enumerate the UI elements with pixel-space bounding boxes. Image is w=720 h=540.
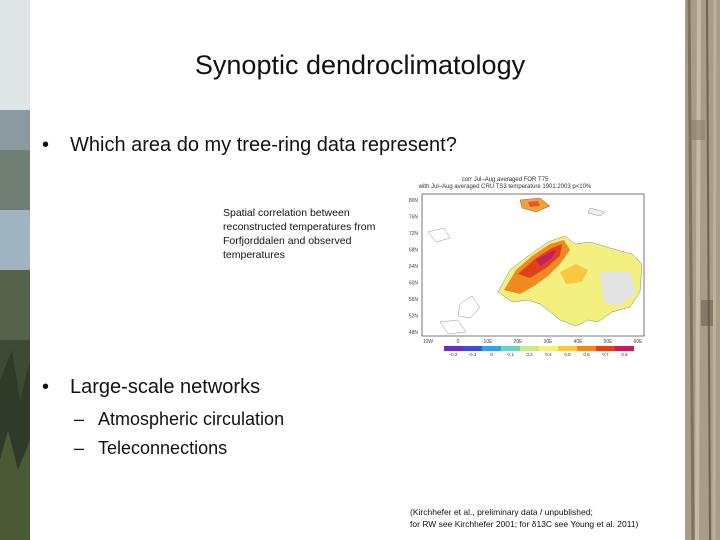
map-longitude-label: 30E — [544, 339, 554, 345]
colorbar-label: -0.2 — [450, 352, 458, 356]
bullet-tree-ring-area: • Which area do my tree-ring data repres… — [42, 134, 562, 160]
sub-bullet-text: Atmospheric circulation — [98, 409, 285, 429]
map-longitude-label: 20E — [514, 339, 524, 345]
references-note: (Kirchhefer et al., preliminary data / u… — [410, 506, 700, 530]
sub-bullet-marker: – — [74, 409, 85, 429]
slide-title: Synoptic dendroclimatology — [194, 50, 526, 80]
colorbar-label: 0.4 — [545, 352, 552, 356]
bullet-large-scale-networks: • Large-scale networks — [42, 376, 342, 402]
colorbar-label: 0.2 — [526, 352, 533, 356]
map-latitude-label: 64N — [409, 264, 419, 270]
colorbar-swatch — [520, 346, 539, 351]
colorbar-swatch — [501, 346, 520, 351]
map-latitude-label: 56N — [409, 297, 419, 303]
references-line-1: (Kirchhefer et al., preliminary data / u… — [410, 507, 593, 517]
sub-bullet-atmospheric-circulation: – Atmospheric circulation — [74, 409, 334, 433]
map-latitude-label: 60N — [409, 281, 419, 287]
colorbar-swatch — [482, 346, 501, 351]
colorbar-label: 0.8 — [621, 352, 628, 356]
map-title-line2: with Jul–Aug averaged CRU TS3 temperatur… — [418, 184, 592, 190]
colorbar-label: 0.5 — [564, 352, 571, 356]
map-latitude-label: 68N — [409, 248, 419, 254]
sub-bullet-teleconnections: – Teleconnections — [74, 438, 334, 462]
map-longitude-label: 10E — [484, 339, 494, 345]
map-longitude-label: 10W — [423, 339, 434, 345]
map-latitude-label: 52N — [409, 314, 419, 320]
colorbar-swatch — [577, 346, 596, 351]
map-longitude-label: 50E — [604, 339, 614, 345]
landscape-photo-strip — [0, 0, 30, 540]
correlation-map: corr Jul–Aug averaged FOR T75 with Jul–A… — [400, 172, 650, 357]
map-title-line1: corr Jul–Aug averaged FOR T75 — [462, 177, 549, 183]
map-longitude-label: 0 — [457, 339, 460, 345]
colorbar-swatch — [539, 346, 558, 351]
bullet-marker: • — [42, 376, 50, 398]
bullet-text: Large-scale networks — [70, 376, 261, 398]
tree-bark-photo-strip — [685, 0, 720, 540]
colorbar-swatch — [463, 346, 482, 351]
map-latitude-label: 80N — [409, 198, 419, 204]
bullet-marker: • — [42, 134, 50, 156]
colorbar-swatch — [444, 346, 463, 351]
colorbar-label: 0.1 — [507, 352, 514, 356]
colorbar-label: -0.1 — [469, 352, 477, 356]
map-longitude-label: 40E — [574, 339, 584, 345]
colorbar-swatch — [596, 346, 615, 351]
references-line-2: for RW see Kirchhefer 2001; for δ13C see… — [410, 519, 639, 529]
colorbar-swatch — [615, 346, 634, 351]
sub-bullet-marker: – — [74, 438, 85, 458]
map-longitude-label: 60E — [634, 339, 644, 345]
map-latitude-label: 48N — [409, 330, 419, 336]
colorbar-label: 0.6 — [583, 352, 590, 356]
colorbar-swatch — [558, 346, 577, 351]
colorbar-label: 0.7 — [602, 352, 609, 356]
bullet-text: Which area do my tree-ring data represen… — [70, 134, 457, 156]
map-latitude-label: 72N — [409, 231, 419, 237]
map-latitude-label: 76N — [409, 215, 419, 221]
colorbar-label: 0 — [490, 352, 493, 356]
sub-bullet-text: Teleconnections — [98, 438, 228, 458]
map-caption: Spatial correlation between reconstructe… — [223, 207, 376, 261]
